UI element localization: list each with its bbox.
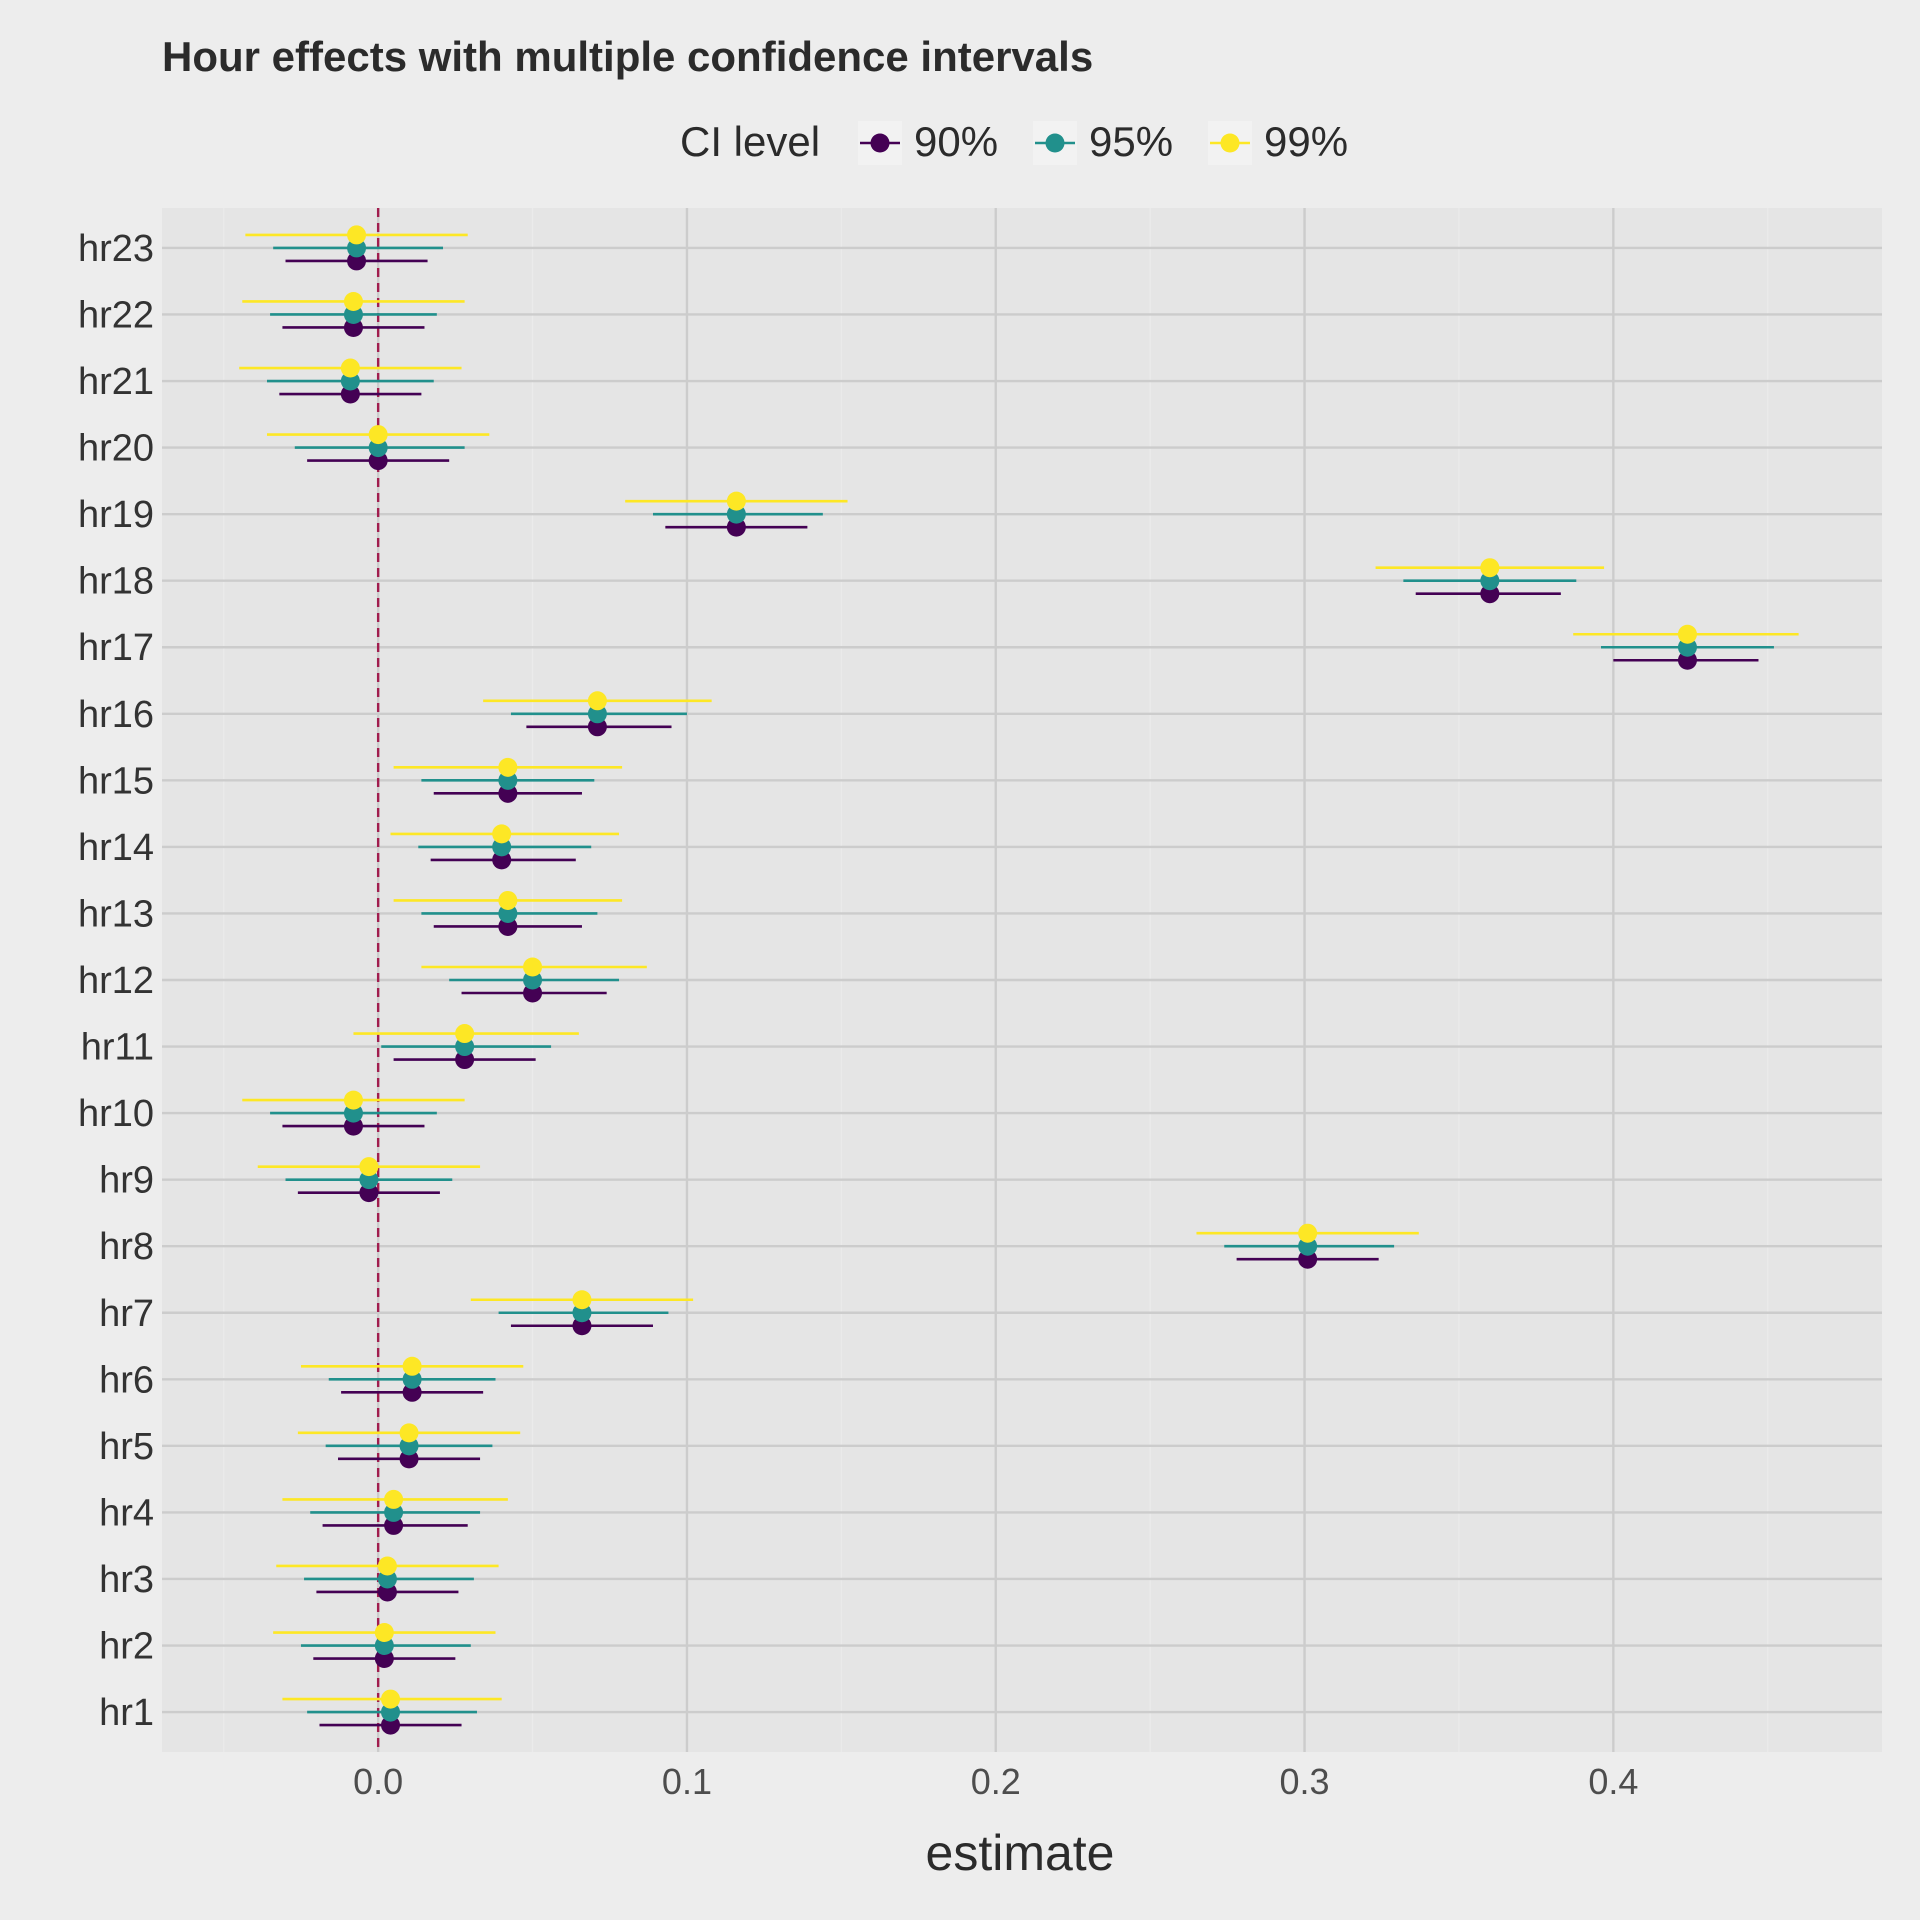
point-99-hr18 (1480, 558, 1499, 577)
point-99-hr15 (498, 758, 517, 777)
y-tick-label: hr5 (99, 1426, 154, 1468)
y-tick-label: hr1 (99, 1692, 154, 1734)
y-tick-label: hr21 (78, 361, 154, 403)
legend-label-90: 90% (914, 118, 998, 165)
y-tick-label: hr3 (99, 1559, 154, 1601)
legend-key-point-95 (1046, 134, 1065, 153)
y-tick-label: hr6 (99, 1359, 154, 1401)
y-tick-label: hr18 (78, 561, 154, 603)
point-99-hr16 (588, 691, 607, 710)
point-99-hr20 (369, 425, 388, 444)
y-tick-label: hr15 (78, 760, 154, 802)
y-tick-label: hr2 (99, 1626, 154, 1668)
x-tick-label: 0.3 (1280, 1761, 1330, 1802)
point-99-hr8 (1298, 1224, 1317, 1243)
y-tick-label: hr4 (99, 1492, 154, 1534)
y-tick-label: hr7 (99, 1293, 154, 1335)
y-tick-label: hr22 (78, 294, 154, 336)
point-99-hr11 (455, 1024, 474, 1043)
y-tick-label: hr10 (78, 1093, 154, 1135)
y-tick-label: hr12 (78, 960, 154, 1002)
x-tick-label: 0.1 (662, 1761, 712, 1802)
point-99-hr21 (341, 359, 360, 378)
point-99-hr23 (347, 225, 366, 244)
y-tick-label: hr11 (81, 1027, 154, 1069)
point-99-hr6 (403, 1357, 422, 1376)
y-tick-label: hr14 (78, 827, 154, 869)
point-99-hr5 (400, 1423, 419, 1442)
legend-label-99: 99% (1264, 118, 1348, 165)
point-99-hr10 (344, 1091, 363, 1110)
point-99-hr9 (359, 1157, 378, 1176)
chart-title: Hour effects with multiple confidence in… (162, 33, 1093, 80)
y-tick-label: hr20 (78, 428, 154, 470)
point-99-hr3 (378, 1556, 397, 1575)
y-tick-label: hr13 (78, 893, 154, 935)
y-tick-label: hr23 (78, 228, 154, 270)
y-tick-label: hr16 (78, 694, 154, 736)
point-99-hr22 (344, 292, 363, 311)
legend-key-point-99 (1221, 134, 1240, 153)
x-tick-label: 0.0 (353, 1761, 403, 1802)
point-99-hr2 (375, 1623, 394, 1642)
point-99-hr19 (727, 492, 746, 511)
point-99-hr17 (1678, 625, 1697, 644)
legend-title: CI level (680, 118, 820, 165)
point-99-hr12 (523, 958, 542, 977)
point-99-hr1 (381, 1690, 400, 1709)
legend-key-point-90 (871, 134, 890, 153)
point-99-hr4 (384, 1490, 403, 1509)
point-99-hr7 (572, 1290, 591, 1309)
y-tick-label: hr17 (78, 627, 154, 669)
y-tick-label: hr9 (99, 1160, 154, 1202)
forest-plot: Hour effects with multiple confidence in… (0, 0, 1920, 1920)
x-tick-label: 0.4 (1588, 1761, 1638, 1802)
x-axis-label: estimate (926, 1825, 1115, 1881)
point-99-hr14 (492, 824, 511, 843)
legend-label-95: 95% (1089, 118, 1173, 165)
y-tick-label: hr19 (78, 494, 154, 536)
y-tick-label: hr8 (99, 1226, 154, 1268)
x-tick-label: 0.2 (971, 1761, 1021, 1802)
point-99-hr13 (498, 891, 517, 910)
